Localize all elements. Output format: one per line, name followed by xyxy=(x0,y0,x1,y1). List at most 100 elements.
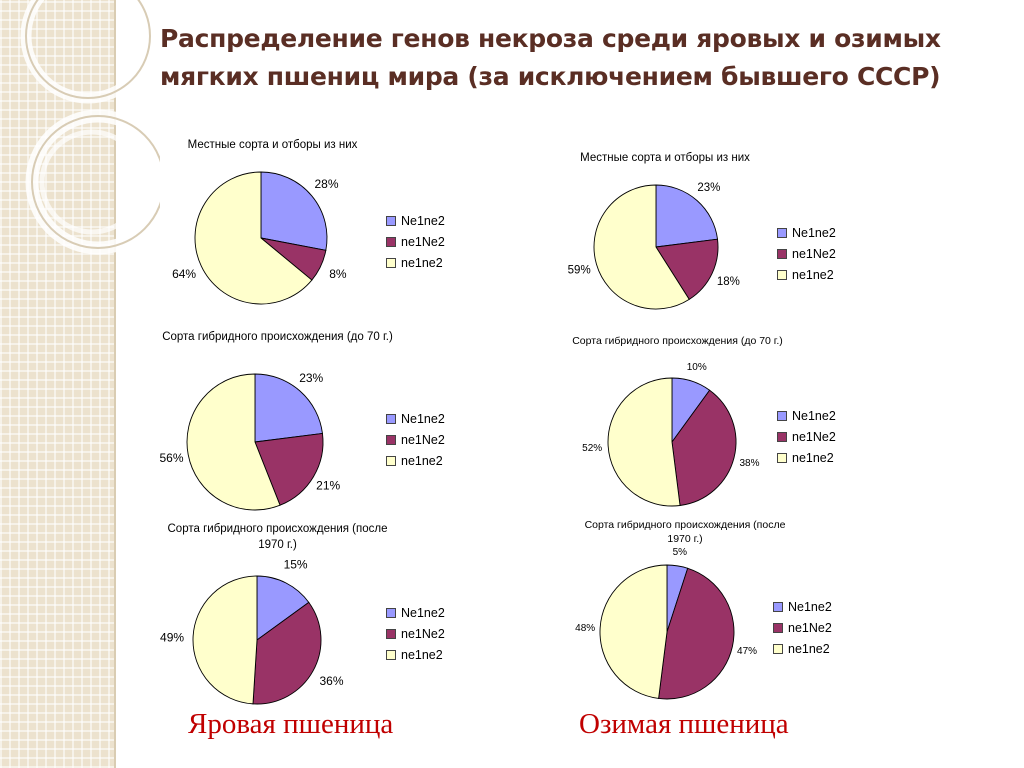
chart-title: Местные сорта и отборы из них xyxy=(187,139,358,151)
pie-chart-spring-hybrid-after-1970: Сорта гибридного происхождения (после 19… xyxy=(160,520,490,710)
legend-item-ne1ne2: ne1Ne2 xyxy=(777,243,836,264)
slide-title: Распределение генов некроза среди яровых… xyxy=(160,24,941,91)
legend-label: ne1ne2 xyxy=(792,267,834,282)
pie-slice-ne1ne2 xyxy=(607,377,681,507)
legend-item-ne1ne2: ne1Ne2 xyxy=(386,231,445,252)
legend-swatch xyxy=(777,227,787,238)
legend-swatch xyxy=(777,431,787,442)
legend-item-ne1ne2: Ne1ne2 xyxy=(386,408,445,429)
legend-label: ne1ne2 xyxy=(401,255,443,270)
data-label: 8% xyxy=(329,267,347,281)
winter-wheat-caption: Озимая пшеница xyxy=(579,708,789,740)
legend-item-ne1ne2: Ne1ne2 xyxy=(777,222,836,243)
data-label: 38% xyxy=(739,458,759,469)
legend-item-ne1ne2: Ne1ne2 xyxy=(777,405,836,426)
legend-item-ne1ne2: ne1Ne2 xyxy=(777,426,836,447)
legend-item-ne1ne2: ne1ne2 xyxy=(777,447,836,468)
chart-title: Сорта гибридного происхождения (после 19… xyxy=(167,523,388,551)
chart-legend: Ne1ne2 ne1Ne2 ne1ne2 xyxy=(773,596,832,659)
legend-swatch xyxy=(777,452,787,463)
legend-swatch xyxy=(777,410,787,421)
pie-svg: 10% 38% 52% xyxy=(582,362,760,507)
legend-item-ne1ne2: Ne1ne2 xyxy=(386,602,445,623)
legend-label: ne1ne2 xyxy=(792,450,834,465)
legend-label: ne1Ne2 xyxy=(788,620,832,635)
side-panel-divider xyxy=(114,0,116,768)
chart-title: Сорта гибридного происхождения (после 19… xyxy=(584,519,786,546)
pie-slice-ne1ne2 xyxy=(252,601,322,705)
pie-svg: 15% 36% 49% xyxy=(160,557,344,705)
spring-wheat-caption: Яровая пшеница xyxy=(188,708,394,740)
legend-label: ne1Ne2 xyxy=(401,234,445,249)
chart-title: Сорта гибридного происхождения (до 70 г.… xyxy=(572,335,783,347)
legend-swatch xyxy=(386,413,396,424)
legend-label: Ne1ne2 xyxy=(401,213,445,228)
legend-item-ne1ne2: Ne1ne2 xyxy=(386,210,445,231)
legend-swatch xyxy=(386,455,396,466)
pie-chart-winter-hybrid-before-1970: Сорта гибридного происхождения (до 70 г.… xyxy=(555,333,885,523)
decorative-side-panel xyxy=(0,0,114,768)
data-label: 47% xyxy=(737,646,757,657)
legend-item-ne1ne2: ne1ne2 xyxy=(777,264,836,285)
pie-chart-spring-local: Местные сорта и отборы из них 28% 8% 64% Ne1… xyxy=(160,134,490,324)
legend-label: Ne1ne2 xyxy=(792,225,836,240)
data-label: 10% xyxy=(687,362,707,373)
pie-slice-ne1ne2 xyxy=(593,184,690,310)
chart-legend: Ne1ne2 ne1Ne2 ne1ne2 xyxy=(386,210,445,273)
legend-swatch xyxy=(386,628,396,639)
legend-item-ne1ne2: Ne1ne2 xyxy=(773,596,832,617)
legend-swatch xyxy=(777,269,787,280)
legend-label: ne1Ne2 xyxy=(792,246,836,261)
legend-label: ne1Ne2 xyxy=(401,432,445,447)
pie-slice-ne1ne2 xyxy=(186,373,281,511)
legend-label: Ne1ne2 xyxy=(401,605,445,620)
data-label: 23% xyxy=(697,182,720,194)
legend-swatch xyxy=(386,434,396,445)
legend-label: ne1ne2 xyxy=(401,453,443,468)
pie-svg: 23% 18% 59% xyxy=(568,182,740,310)
pie-slice-ne1ne2 xyxy=(192,575,258,705)
pie-slice-ne1ne2 xyxy=(194,171,313,305)
legend-label: Ne1ne2 xyxy=(788,599,832,614)
pie-svg: 23% 21% 56% xyxy=(159,371,340,511)
data-label: 21% xyxy=(316,478,340,492)
chart-legend: Ne1ne2 ne1Ne2 ne1ne2 xyxy=(386,602,445,665)
data-label: 28% xyxy=(314,177,338,191)
legend-swatch xyxy=(386,215,396,226)
legend-swatch xyxy=(777,248,787,259)
legend-swatch xyxy=(386,607,396,618)
legend-swatch xyxy=(773,643,783,654)
chart-legend: Ne1ne2 ne1Ne2 ne1ne2 xyxy=(386,408,445,471)
chart-title: Местные сорта и отборы из них xyxy=(580,152,750,164)
legend-label: ne1ne2 xyxy=(788,641,830,656)
pie-slice-ne1ne2 xyxy=(599,564,668,699)
pie-slice-ne1ne2 xyxy=(658,567,735,700)
legend-item-ne1ne2: ne1ne2 xyxy=(386,644,445,665)
legend-item-ne1ne2: ne1Ne2 xyxy=(773,617,832,638)
pie-chart-winter-local: Местные сорта и отборы из них 23% 18% 59% Ne… xyxy=(555,150,885,340)
legend-swatch xyxy=(773,622,783,633)
legend-swatch xyxy=(386,649,396,660)
pie-slice-ne1ne2 xyxy=(655,238,719,300)
data-label: 48% xyxy=(575,623,595,634)
data-label: 49% xyxy=(160,630,184,644)
data-label: 36% xyxy=(319,674,343,688)
legend-label: Ne1ne2 xyxy=(401,411,445,426)
legend-swatch xyxy=(773,601,783,612)
data-label: 56% xyxy=(159,451,183,465)
data-label: 52% xyxy=(582,443,602,454)
pie-slice-ne1ne2 xyxy=(254,432,324,506)
legend-label: ne1ne2 xyxy=(401,647,443,662)
data-label: 18% xyxy=(717,276,740,288)
legend-swatch xyxy=(386,257,396,268)
chart-legend: Ne1ne2 ne1Ne2 ne1ne2 xyxy=(777,222,836,285)
chart-legend: Ne1ne2 ne1Ne2 ne1ne2 xyxy=(777,405,836,468)
pie-svg: 5% 47% 48% xyxy=(575,547,757,700)
legend-item-ne1ne2: ne1ne2 xyxy=(386,450,445,471)
pie-chart-winter-hybrid-after-1970: Сорта гибридного происхождения (после 19… xyxy=(555,517,885,707)
pie-slice-ne1ne2 xyxy=(256,575,310,641)
legend-label: ne1Ne2 xyxy=(792,429,836,444)
pie-svg: 28% 8% 64% xyxy=(172,171,347,305)
pie-chart-spring-hybrid-before-1970: Сорта гибридного происхождения (до 70 г.… xyxy=(159,328,490,518)
pie-slice-ne1ne2 xyxy=(260,171,328,251)
